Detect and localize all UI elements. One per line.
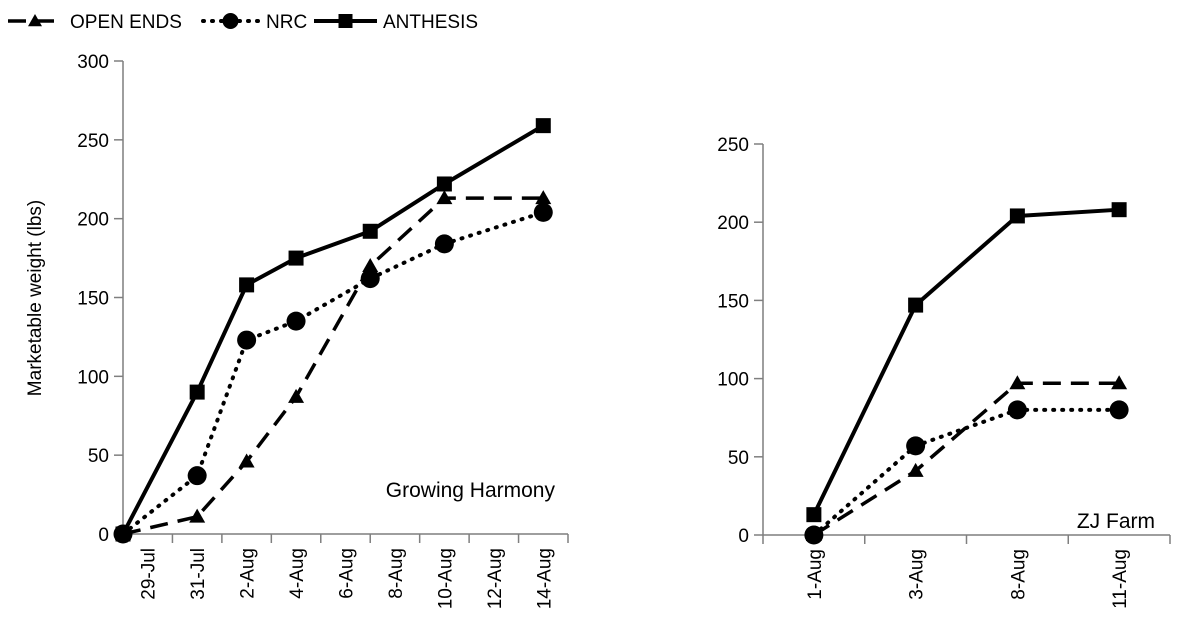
x-tick-label: 8-Aug: [386, 548, 407, 599]
y-tick-label: 150: [77, 289, 109, 310]
y-tick-label: 0: [98, 525, 109, 546]
data-point-anthesis: [908, 297, 924, 313]
series-anthesis: [115, 118, 551, 542]
series-line-nrc: [811, 407, 1122, 537]
y-axis-title: Marketable weight (lbs): [25, 200, 46, 396]
data-point-anthesis: [1111, 202, 1127, 218]
x-tick-label: 31-Jul: [188, 548, 209, 600]
data-point-nrc: [1109, 400, 1129, 420]
data-point-nrc: [1007, 400, 1027, 420]
y-tick-label: 0: [738, 526, 749, 547]
y-tick-label: 50: [728, 448, 749, 469]
data-point-anthesis: [1009, 208, 1025, 224]
legend-item-anthesis: ANTHESIS: [314, 12, 478, 33]
legend-label-open-ends: OPEN ENDS: [70, 12, 182, 33]
legend-marker-nrc-icon: [222, 13, 239, 29]
data-point-anthesis: [115, 526, 131, 542]
series-open-ends: [115, 190, 552, 540]
data-point-open-ends: [436, 190, 453, 205]
y-tick-label: 200: [717, 213, 749, 234]
y-tick-label: 300: [77, 52, 109, 73]
series-anthesis: [806, 202, 1127, 523]
x-tick-label: 11-Aug: [1110, 549, 1131, 609]
data-point-nrc: [187, 466, 207, 486]
data-point-open-ends: [288, 388, 305, 403]
data-point-nrc: [360, 269, 380, 289]
x-tick-label: 8-Aug: [1008, 549, 1029, 600]
x-tick-label: 4-Aug: [287, 548, 308, 599]
x-tick-label: 10-Aug: [435, 548, 456, 609]
legend-marker-anthesis-icon: [338, 14, 353, 28]
data-point-nrc: [286, 311, 306, 331]
data-point-nrc: [237, 330, 257, 350]
y-tick-label: 50: [88, 446, 109, 467]
chart-zj-farm: ZJ Farm 0 50 100 150 200 250 1-Aug 3-Aug 8-Aug 11…: [717, 135, 1171, 609]
legend: OPEN ENDS NRC ANTHESIS: [8, 12, 478, 33]
y-tick-label: 100: [77, 367, 109, 388]
x-tick-label: 1-Aug: [805, 549, 826, 600]
data-point-open-ends: [362, 257, 379, 272]
series-line-anthesis: [812, 207, 1120, 516]
panel-label-growing-harmony: Growing Harmony: [386, 479, 556, 502]
series-nrc: [804, 400, 1129, 545]
data-point-open-ends: [238, 453, 255, 468]
data-point-anthesis: [362, 223, 378, 239]
data-point-anthesis: [436, 176, 452, 192]
panel-label-zj-farm: ZJ Farm: [1077, 510, 1155, 533]
series-line-open-ends: [812, 381, 1120, 537]
x-tick-label: 2-Aug: [238, 548, 259, 599]
series-nrc: [113, 202, 553, 544]
x-tick-label: 3-Aug: [907, 549, 928, 600]
legend-marker-open-ends-icon: [28, 14, 42, 27]
data-point-nrc: [533, 202, 553, 222]
x-tick-label: 12-Aug: [485, 548, 506, 609]
y-tick-label: 250: [77, 131, 109, 152]
data-point-open-ends: [535, 190, 552, 205]
data-point-anthesis: [288, 250, 304, 266]
x-tick-label: 14-Aug: [534, 548, 555, 609]
chart-growing-harmony: Marketable weight (lbs) Growing Harmony …: [25, 52, 569, 609]
y-tick-label: 150: [717, 291, 749, 312]
legend-label-anthesis: ANTHESIS: [383, 12, 478, 33]
x-tick-label: 6-Aug: [337, 548, 358, 599]
data-point-anthesis: [189, 384, 205, 400]
data-point-anthesis: [806, 507, 822, 523]
y-tick-label: 250: [717, 135, 749, 156]
legend-item-open-ends: OPEN ENDS: [8, 12, 182, 33]
data-point-open-ends: [1009, 375, 1026, 390]
legend-label-nrc: NRC: [266, 12, 307, 33]
data-point-nrc: [804, 525, 824, 545]
data-point-open-ends: [1111, 375, 1128, 390]
data-point-anthesis: [535, 118, 551, 134]
data-point-nrc: [434, 234, 454, 254]
data-point-open-ends: [189, 508, 206, 523]
data-point-open-ends: [907, 462, 924, 477]
y-tick-label: 100: [717, 370, 749, 391]
data-point-anthesis: [239, 277, 255, 293]
legend-item-nrc: NRC: [201, 12, 307, 33]
x-tick-label: 29-Jul: [139, 548, 160, 600]
data-point-nrc: [906, 436, 926, 456]
y-tick-label: 200: [77, 210, 109, 231]
